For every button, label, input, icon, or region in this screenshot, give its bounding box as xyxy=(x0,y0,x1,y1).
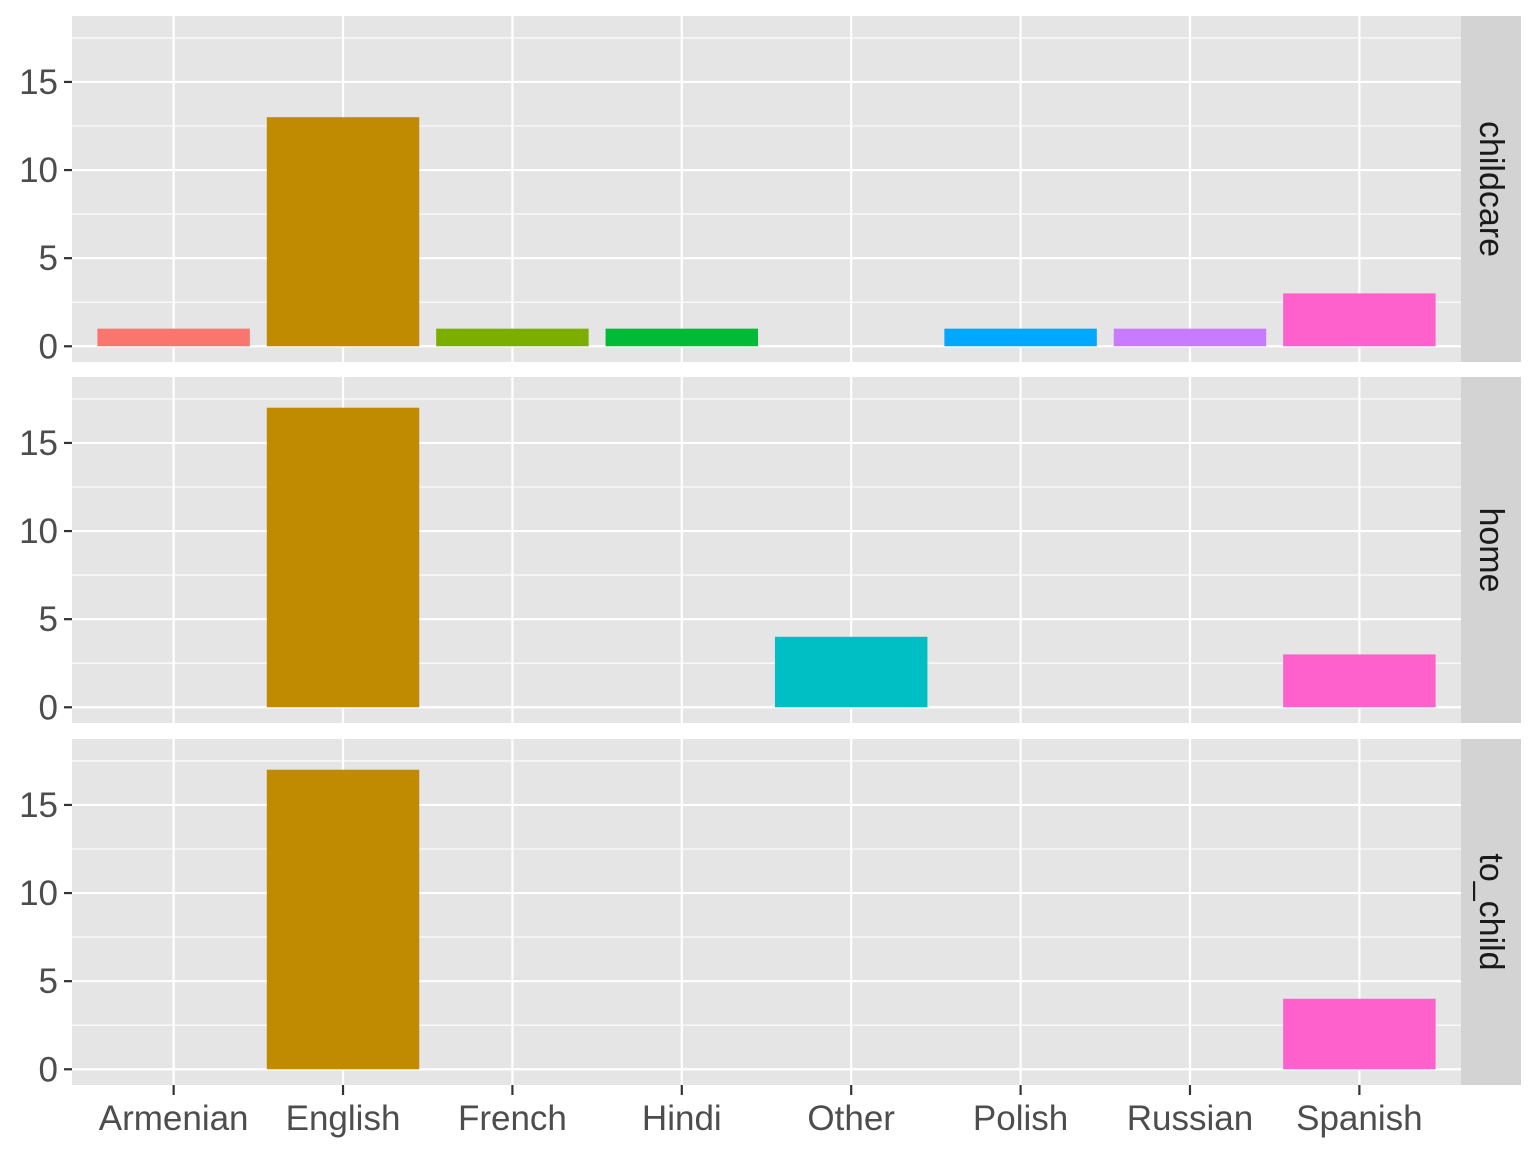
y-tick-label: 15 xyxy=(19,786,58,825)
panel-childcare: 0 5 10 15 childcare xyxy=(19,16,1521,366)
y-tick-label: 15 xyxy=(19,63,58,102)
y-tick-label: 15 xyxy=(19,424,58,463)
x-tick-label: English xyxy=(286,1099,401,1138)
y-tick-label: 0 xyxy=(39,688,58,727)
x-tick-label: Armenian xyxy=(99,1099,249,1138)
x-tick-label: French xyxy=(458,1099,567,1138)
panel-home: 0 5 10 15 home xyxy=(19,377,1521,727)
facet-strip xyxy=(1461,739,1521,1085)
bar-to_child-english xyxy=(266,769,420,1070)
bar-childcare-french xyxy=(436,328,589,347)
bar-home-english xyxy=(266,407,420,708)
bar-to_child-spanish xyxy=(1283,998,1436,1070)
y-tick-label: 0 xyxy=(39,327,58,366)
y-tick-label: 10 xyxy=(19,151,58,190)
x-axis: Armenian English French Hindi Other Polish Rus… xyxy=(99,1085,1423,1138)
bar-childcare-russian xyxy=(1113,328,1267,347)
x-tick-label: Other xyxy=(807,1099,895,1138)
facet-strip-label: home xyxy=(1472,507,1510,592)
y-tick-label: 0 xyxy=(39,1050,58,1089)
bar-childcare-hindi xyxy=(605,328,759,347)
y-tick-label: 5 xyxy=(39,962,58,1001)
y-tick-label: 5 xyxy=(39,600,58,639)
x-tick-label: Polish xyxy=(973,1099,1068,1138)
x-tick-label: Hindi xyxy=(642,1099,722,1138)
x-tick-label: Russian xyxy=(1127,1099,1253,1138)
y-tick-label: 10 xyxy=(19,512,58,551)
bar-childcare-spanish xyxy=(1283,293,1436,347)
facet-strip xyxy=(1461,16,1521,362)
bar-home-spanish xyxy=(1283,654,1436,708)
bar-home-other xyxy=(774,636,928,708)
facet-strip-label: childcare xyxy=(1472,121,1510,257)
x-tick-label: Spanish xyxy=(1296,1099,1422,1138)
bar-childcare-polish xyxy=(944,328,1097,347)
bar-childcare-armenian xyxy=(97,328,250,347)
facet-strip xyxy=(1461,377,1521,723)
y-tick-label: 5 xyxy=(39,239,58,278)
facet-strip-label: to_child xyxy=(1472,853,1510,970)
bar-childcare-english xyxy=(266,117,420,347)
y-tick-label: 10 xyxy=(19,874,58,913)
panel-to_child: 0 5 10 15 to_child xyxy=(19,739,1521,1089)
